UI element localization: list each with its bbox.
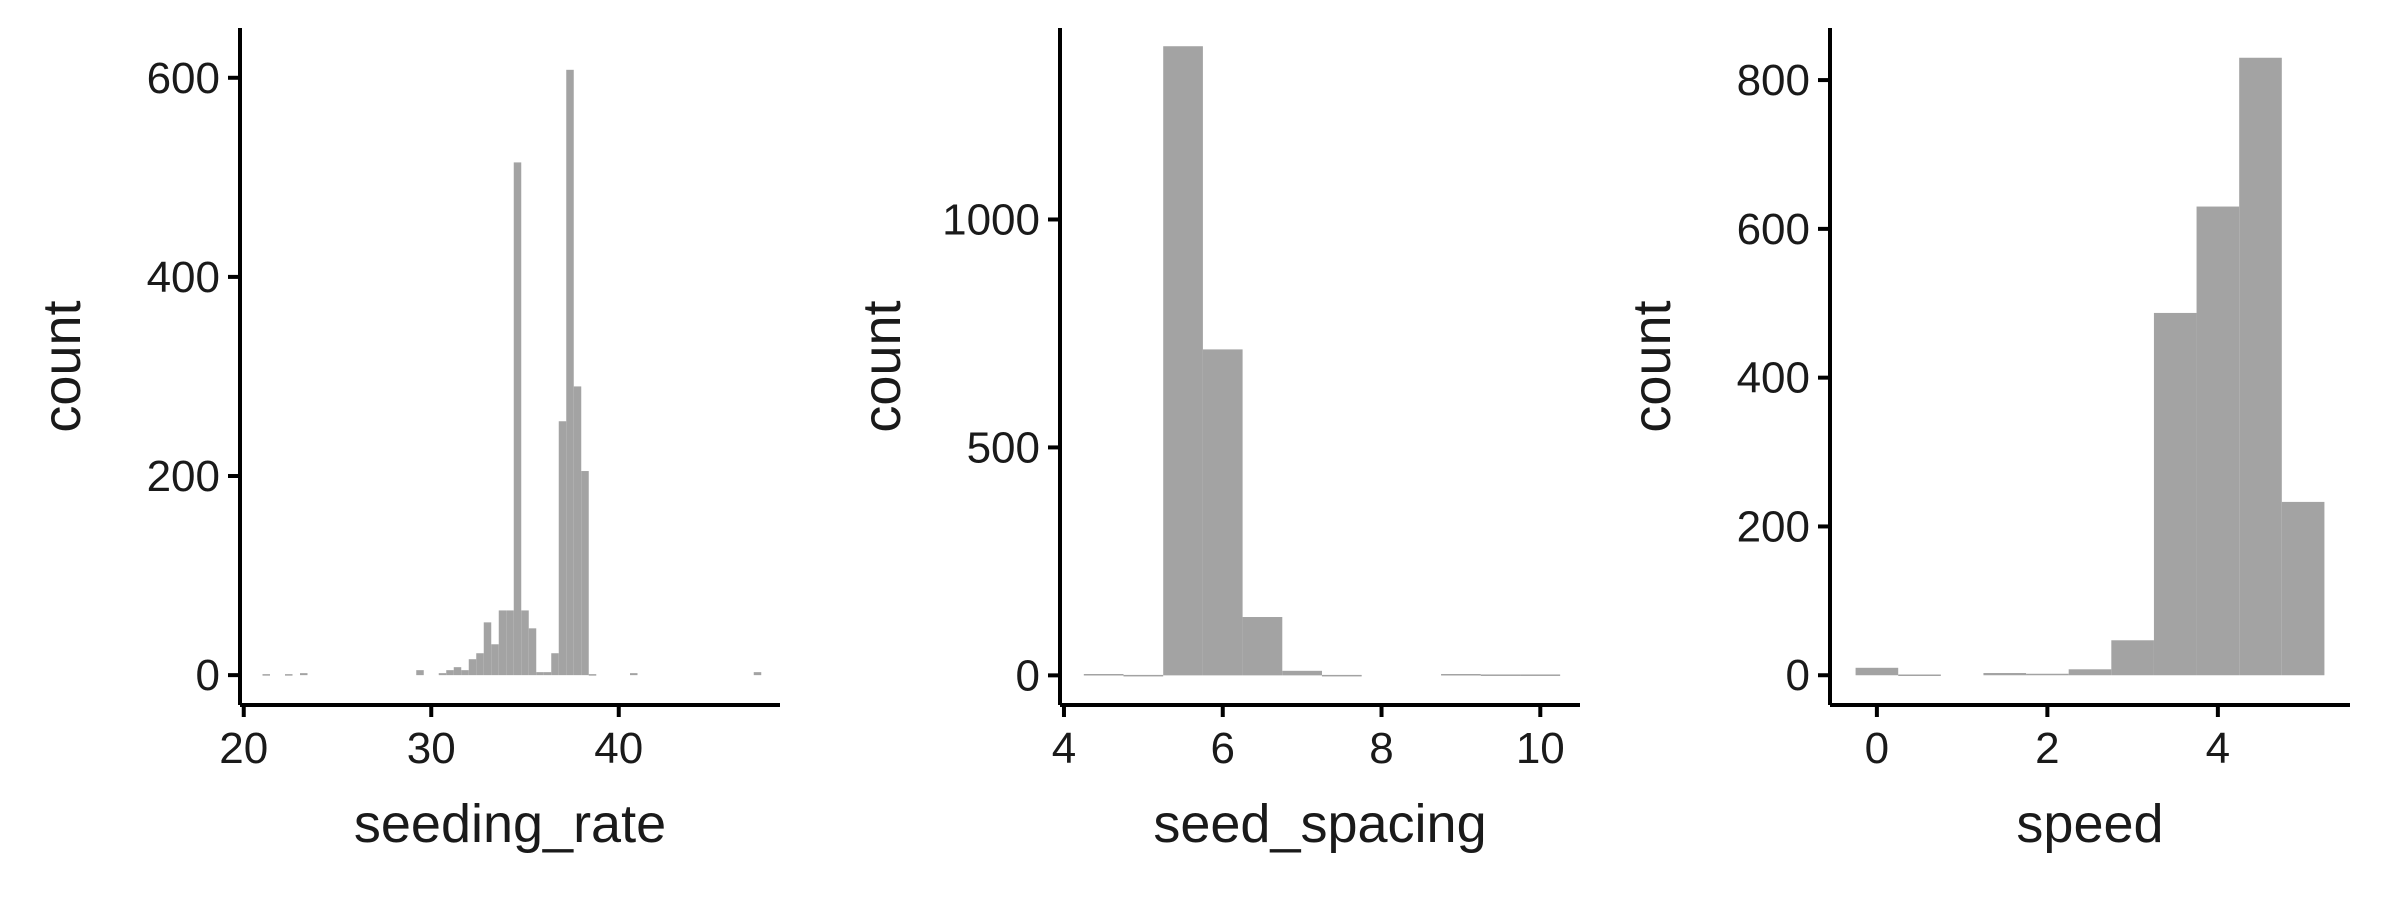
histogram-bar: [1282, 670, 1322, 676]
histogram-bar: [476, 653, 484, 676]
y-axis-title: count: [32, 300, 92, 432]
histogram-bar: [1163, 46, 1203, 676]
histogram-bar: [1242, 617, 1283, 676]
histogram-bar: [262, 674, 270, 676]
histogram-bar: [461, 670, 469, 676]
x-tick-label: 4: [2206, 724, 2230, 773]
y-tick-label: 400: [1737, 354, 1810, 403]
y-tick-label: 0: [1016, 651, 1040, 700]
axes: 0 2 4 0 200 400 600 800: [1737, 28, 2350, 773]
y-axis-title: count: [1622, 300, 1682, 432]
y-tick-label: 400: [147, 253, 220, 302]
y-axis-title: count: [852, 300, 912, 432]
histogram-bar: [453, 667, 462, 676]
x-tick-label: 10: [1516, 724, 1565, 773]
histogram-bar: [483, 622, 492, 676]
histogram-bar: [498, 610, 507, 676]
histogram-bar: [528, 628, 537, 676]
x-tick-label: 4: [1052, 724, 1076, 773]
histogram-bar: [1202, 349, 1243, 676]
histogram-bar: [468, 659, 477, 676]
histogram-bar: [2281, 501, 2325, 676]
x-tick-label: 30: [407, 724, 456, 773]
histogram-bar: [753, 672, 762, 676]
histogram-bar: [1983, 673, 2027, 676]
histogram-bar: [551, 653, 559, 676]
y-tick-label: 200: [1737, 502, 1810, 551]
histogram-bar: [1898, 674, 1941, 676]
histogram-bar: [1441, 673, 1481, 676]
histogram-bar: [2068, 669, 2112, 676]
y-tick-label: 200: [147, 452, 220, 501]
histogram-bar: [566, 69, 574, 676]
histogram-speed: 0 2 4 0 200 400 600 800 speed count: [1622, 28, 2350, 854]
histogram-bar: [491, 644, 499, 676]
histogram-bar: [506, 610, 514, 676]
histogram-bar: [1855, 667, 1899, 676]
x-tick-label: 2: [2035, 724, 2059, 773]
x-tick-label: 20: [219, 724, 268, 773]
x-tick-label: 8: [1369, 724, 1393, 773]
x-axis-title: seed_spacing: [1153, 794, 1486, 854]
histogram-bar: [300, 673, 308, 676]
histogram-seed-spacing: 4 6 8 10 0 500 1000 seed_spacing count: [852, 28, 1580, 854]
y-tick-label: 500: [967, 423, 1040, 472]
histogram-bar: [1480, 674, 1521, 676]
histogram-bar: [558, 421, 567, 676]
histogram-bar: [1123, 674, 1164, 677]
histogram-bar: [2196, 206, 2240, 676]
x-axis-title: seeding_rate: [354, 794, 666, 854]
x-tick-label: 6: [1211, 724, 1235, 773]
y-tick-label: 800: [1737, 56, 1810, 105]
histogram-bar: [438, 673, 447, 676]
histogram-bar: [1321, 674, 1362, 677]
histogram-bar: [521, 610, 529, 676]
histogram-bar: [513, 162, 522, 676]
y-tick-label: 600: [1737, 205, 1810, 254]
x-tick-label: 40: [594, 724, 643, 773]
histogram-bar: [2026, 673, 2069, 676]
histogram-bar: [536, 672, 544, 676]
histogram-bar: [2239, 57, 2282, 676]
bar-group: [262, 69, 762, 676]
y-tick-label: 1000: [942, 195, 1040, 244]
bar-group: [1083, 46, 1561, 677]
y-tick-label: 600: [147, 54, 220, 103]
histogram-bar: [446, 670, 454, 676]
histogram-bar: [543, 672, 552, 676]
bar-group: [1855, 57, 2325, 676]
histogram-bar: [1520, 674, 1561, 676]
histogram-bar: [581, 471, 589, 676]
histogram-bar: [1083, 673, 1124, 676]
histogram-bar: [416, 670, 424, 676]
histogram-bar: [630, 673, 638, 676]
histogram-bar: [2111, 640, 2154, 676]
x-tick-label: 0: [1865, 724, 1889, 773]
histogram-bar: [588, 674, 597, 676]
y-tick-label: 0: [1786, 651, 1810, 700]
x-axis-title: speed: [2016, 794, 2163, 854]
y-tick-label: 0: [196, 651, 220, 700]
histogram-bar: [285, 674, 293, 676]
axes: 4 6 8 10 0 500 1000: [942, 28, 1580, 773]
histogram-bar: [573, 386, 582, 676]
histogram-bar: [2153, 312, 2197, 676]
